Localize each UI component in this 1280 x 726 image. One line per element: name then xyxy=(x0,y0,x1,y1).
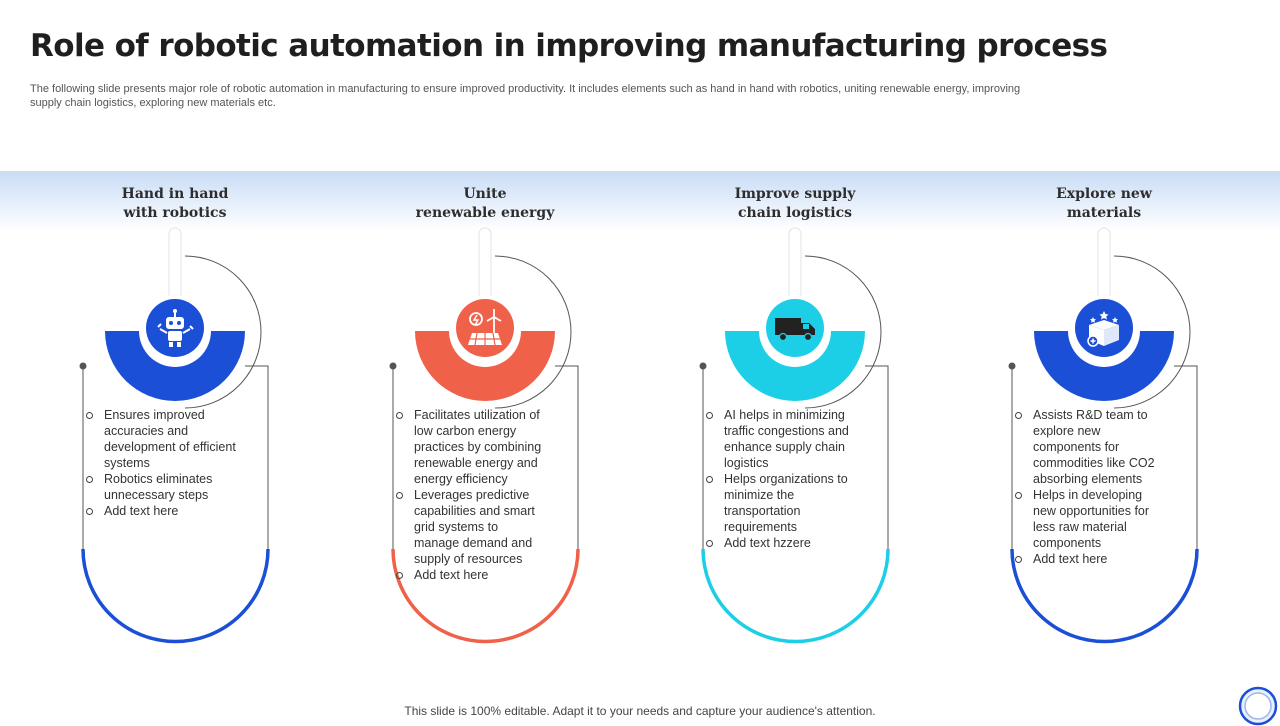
column-new-materials: Explore new materials Assists R&D team t… xyxy=(984,171,1224,651)
bullet-item: Add text here xyxy=(1015,551,1165,567)
bullet-item: Helps organizations to minimize the tran… xyxy=(706,471,856,535)
bullet-item: Ensures improved accuracies and developm… xyxy=(86,407,236,471)
bullet-item: Assists R&D team to explore new componen… xyxy=(1015,407,1165,487)
slide-subtitle: The following slide presents major role … xyxy=(30,83,1021,109)
bullet-list: Ensures improved accuracies and developm… xyxy=(86,407,236,519)
bullet-list: Facilitates utilization of low carbon en… xyxy=(396,407,546,583)
column-renewable-energy: Unite renewable energy Facilitates utili… xyxy=(365,171,605,651)
bullet-item: Add text hzzere xyxy=(706,535,856,551)
accent-bottom-arc xyxy=(391,548,580,644)
accent-bottom-arc xyxy=(81,548,270,644)
bullet-item: Add text here xyxy=(396,567,546,583)
slide-nav-button[interactable] xyxy=(1238,686,1278,726)
delivery-truck-icon xyxy=(775,318,815,342)
bullet-item: AI helps in minimizing traffic congestio… xyxy=(706,407,856,471)
accent-bottom-arc xyxy=(1010,548,1199,644)
column-title: Improve supply chain logistics xyxy=(734,186,856,221)
bullet-item: Robotics eliminates unnecessary steps xyxy=(86,471,236,503)
bullet-item: Helps in developing new opportunities fo… xyxy=(1015,487,1165,551)
renewable-energy-icon xyxy=(468,309,502,346)
accent-bottom-arc xyxy=(701,548,890,644)
slide-title: Role of robotic automation in improving … xyxy=(30,28,1108,64)
robot-icon xyxy=(157,309,194,347)
materials-box-icon xyxy=(1087,311,1119,347)
column-supply-chain: Improve supply chain logistics AI helps … xyxy=(675,171,915,651)
bullet-item: Facilitates utilization of low carbon en… xyxy=(396,407,546,487)
bullet-list: Assists R&D team to explore new componen… xyxy=(1015,407,1165,567)
bullet-list: AI helps in minimizing traffic congestio… xyxy=(706,407,856,551)
header-band xyxy=(0,171,1280,231)
bullet-item: Add text here xyxy=(86,503,236,519)
bullet-item: Leverages predictive capabilities and sm… xyxy=(396,487,546,567)
column-title: Unite renewable energy xyxy=(415,186,555,221)
column-title: Explore new materials xyxy=(1056,186,1152,221)
slide-footer: This slide is 100% editable. Adapt it to… xyxy=(404,704,876,718)
column-hand-in-hand: Hand in hand with robotics Ensures impro… xyxy=(55,171,295,651)
column-title: Hand in hand with robotics xyxy=(121,186,229,221)
